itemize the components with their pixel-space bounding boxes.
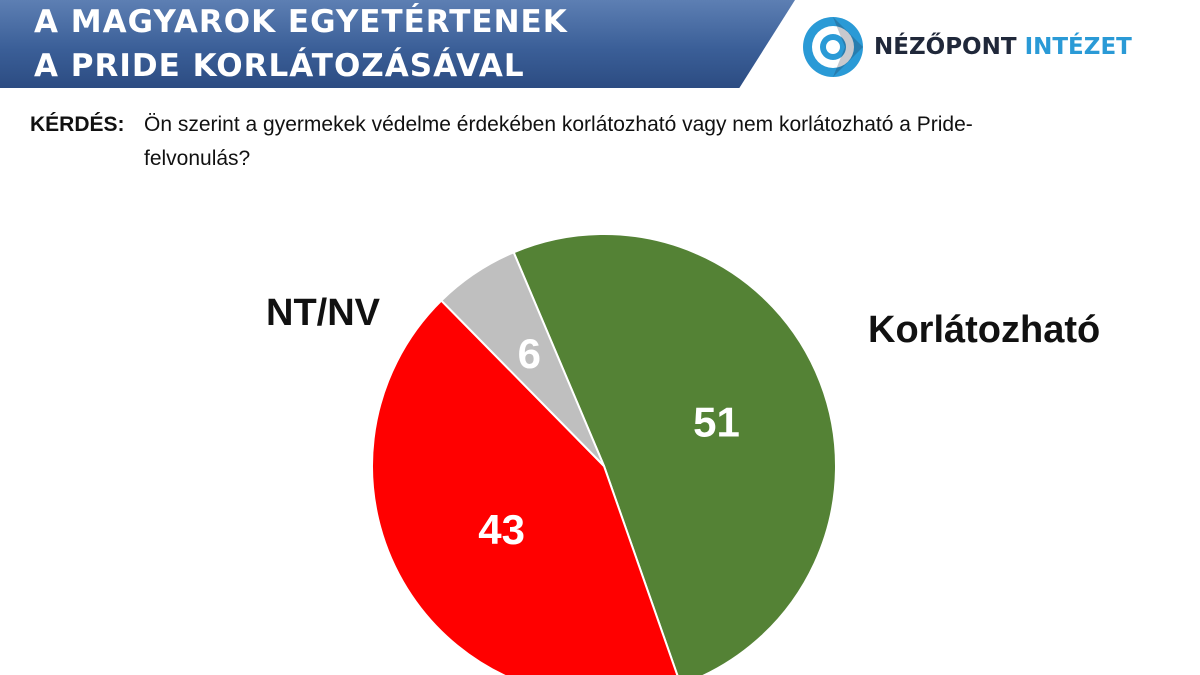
value-label-3: 6 <box>518 330 541 377</box>
pie-slice-3 <box>439 251 605 467</box>
logo-name: NÉZŐPONT <box>874 34 1017 60</box>
nezopont-logo: NÉZŐPONT INTÉZET <box>800 14 1190 80</box>
title-line-1: A MAGYAROK EGYETÉRTENEK <box>34 4 568 40</box>
title-line-2: A PRIDE KORLÁTOZÁSÁVAL <box>34 48 525 84</box>
logo-text: NÉZŐPONT INTÉZET <box>874 34 1132 60</box>
value-label-1: 51 <box>693 399 740 446</box>
logo-sub: INTÉZET <box>1024 34 1132 60</box>
category-label-korlatozhato: Korlátozható <box>868 309 1100 351</box>
category-label-nt-nv: NT/NV <box>266 292 381 334</box>
value-label-2: 43 <box>478 506 525 553</box>
question-text: Ön szerint a gyermekek védelme érdekében… <box>144 113 973 170</box>
nezopont-logo-icon <box>803 17 863 77</box>
question-label: KÉRDÉS: <box>30 113 125 136</box>
pie-slice-2 <box>371 299 679 675</box>
title-banner <box>0 0 795 88</box>
pie-slice-1 <box>512 233 837 675</box>
